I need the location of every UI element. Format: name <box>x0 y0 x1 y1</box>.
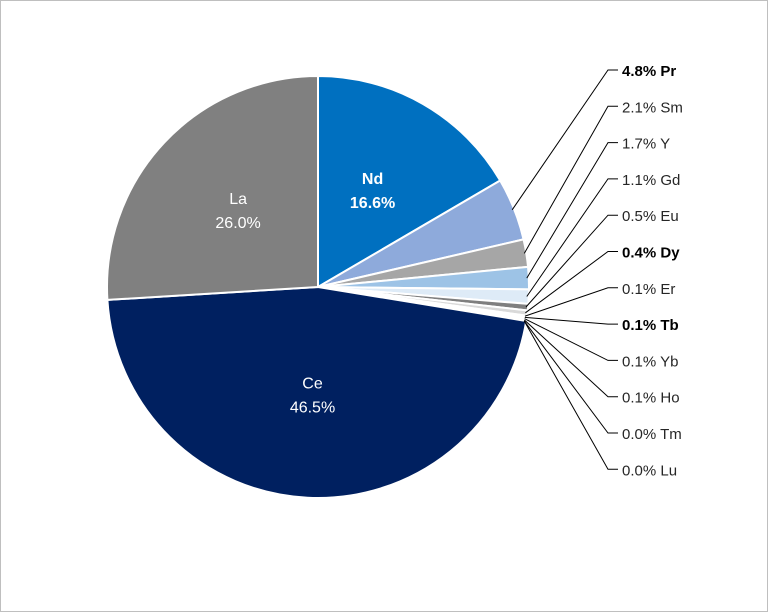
label-ce-value: 46.5% <box>290 400 335 417</box>
slice-labels: Nd 16.6% Ce 46.5% La 26.0% 4.8% Pr 2.1% Sm 1.7% … <box>215 63 682 479</box>
leader-dy <box>525 251 618 314</box>
slice-la <box>106 75 319 301</box>
label-ho: 0.1% Ho <box>622 390 680 407</box>
label-y: 1.7% Y <box>622 136 670 153</box>
label-lu: 0.0% Lu <box>622 462 677 479</box>
leader-tb <box>524 316 618 325</box>
leader-tm <box>523 320 618 434</box>
leader-yb <box>524 318 618 361</box>
label-yb: 0.1% Yb <box>622 353 678 370</box>
label-er: 0.1% Er <box>622 281 675 298</box>
label-la-value: 26.0% <box>215 215 260 232</box>
leader-y <box>526 142 618 279</box>
label-gd: 1.1% Gd <box>622 172 680 189</box>
leader-pr <box>511 69 618 211</box>
leader-er <box>524 287 618 317</box>
leader-lines <box>511 69 618 470</box>
label-la-name: La <box>229 191 247 208</box>
slice-ce <box>106 286 528 499</box>
label-tm: 0.0% Tm <box>622 426 682 443</box>
leader-gd <box>526 178 618 297</box>
label-nd-value: 16.6% <box>350 195 395 212</box>
label-eu: 0.5% Eu <box>622 208 679 225</box>
label-dy: 0.4% Dy <box>622 245 680 262</box>
label-tb: 0.1% Tb <box>622 317 679 334</box>
label-ce-name: Ce <box>302 376 323 393</box>
label-sm: 2.1% Sm <box>622 99 683 116</box>
leader-sm <box>523 105 618 254</box>
pie-slices <box>106 75 530 499</box>
label-nd-name: Nd <box>362 171 383 188</box>
leader-eu <box>525 214 618 308</box>
leader-ho <box>524 319 618 398</box>
label-pr: 4.8% Pr <box>622 63 676 80</box>
leader-lu <box>523 320 618 470</box>
slice-nd <box>317 75 502 288</box>
